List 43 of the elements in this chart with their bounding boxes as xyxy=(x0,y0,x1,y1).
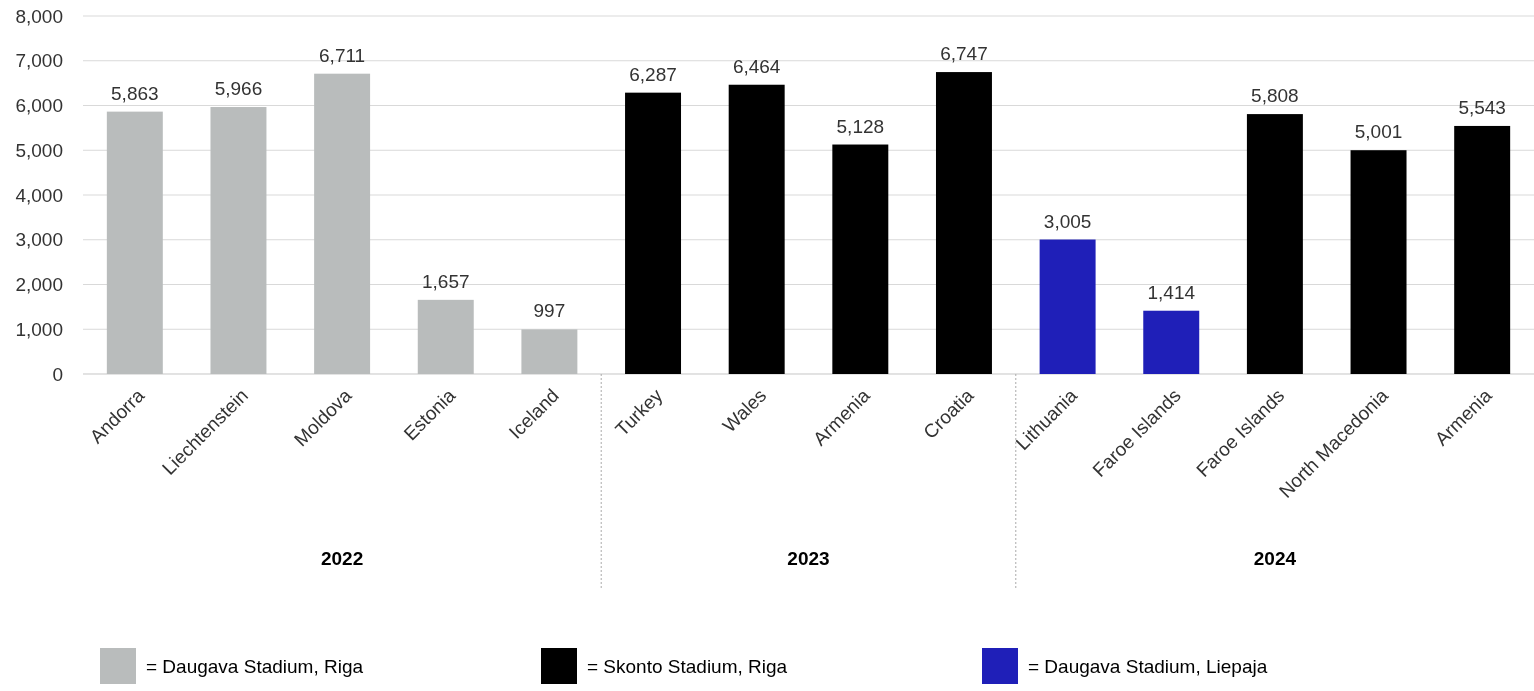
bar xyxy=(1143,310,1200,374)
bar xyxy=(935,72,992,374)
bar xyxy=(1350,150,1407,374)
legend-label: = Daugava Stadium, Riga xyxy=(146,655,364,677)
data-label: 997 xyxy=(533,300,566,322)
y-tick-label: 5,000 xyxy=(15,139,63,161)
bar xyxy=(210,107,267,374)
bar xyxy=(417,299,474,374)
y-tick-label: 6,000 xyxy=(15,95,63,117)
data-label: 5,001 xyxy=(1354,121,1403,143)
data-label: 5,966 xyxy=(214,78,263,100)
y-tick-label: 0 xyxy=(52,363,63,385)
text: 2023 xyxy=(787,548,830,569)
y-tick-label: 8,000 xyxy=(15,5,63,27)
bar xyxy=(832,144,889,374)
bar xyxy=(521,329,578,374)
y-tick-label: 1,000 xyxy=(15,318,63,340)
y-tick-label: 4,000 xyxy=(15,184,63,206)
legend-label: = Daugava Stadium, Liepaja xyxy=(1028,655,1268,677)
data-label: 6,711 xyxy=(319,44,366,66)
bar xyxy=(106,111,163,374)
y-tick-label: 3,000 xyxy=(15,229,63,251)
bar xyxy=(1039,239,1096,374)
data-label: 5,808 xyxy=(1251,85,1299,107)
y-tick-label: 7,000 xyxy=(15,50,63,72)
data-label: 3,005 xyxy=(1043,210,1092,232)
bar xyxy=(625,92,682,374)
data-label: 5,128 xyxy=(836,115,885,137)
bar xyxy=(1454,125,1511,374)
bar xyxy=(314,73,371,374)
data-label: 1,657 xyxy=(421,270,470,292)
y-tick-label: 2,000 xyxy=(15,274,63,296)
data-label: 5,543 xyxy=(1458,96,1506,118)
text: 2022 xyxy=(320,548,364,569)
bar xyxy=(728,84,785,374)
data-label: 6,287 xyxy=(629,63,677,85)
data-label: 1,414 xyxy=(1147,281,1196,303)
legend-label: = Skonto Stadium, Riga xyxy=(587,655,788,677)
text: 2024 xyxy=(1253,548,1297,569)
data-label: 6,747 xyxy=(940,43,988,65)
data-label: 6,464 xyxy=(732,55,781,77)
data-label: 5,863 xyxy=(111,82,159,104)
bar xyxy=(1246,114,1303,374)
